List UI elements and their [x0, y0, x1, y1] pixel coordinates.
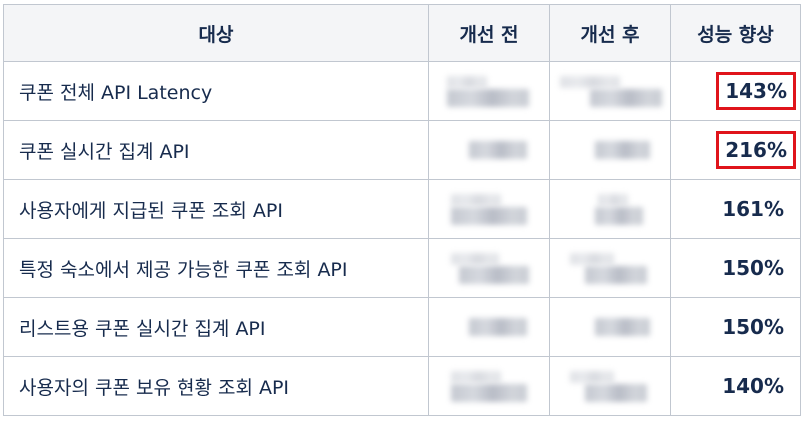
improvement-cell: 150% [670, 238, 801, 298]
header-row: 대상 개선 전 개선 후 성능 향상 [3, 4, 801, 62]
improvement-cell: 161% [670, 179, 801, 239]
table-row: 쿠폰 전체 API Latency 143% [3, 61, 801, 121]
header-target: 대상 [3, 4, 429, 62]
api-name-cell: 사용자에게 지급된 쿠폰 조회 API [3, 179, 429, 239]
improvement-cell: 216% [670, 120, 801, 180]
after-value-redacted [549, 61, 671, 121]
header-improvement: 성능 향상 [670, 4, 801, 62]
header-before: 개선 전 [428, 4, 550, 62]
after-value-redacted [549, 297, 671, 357]
before-value-redacted [428, 179, 550, 239]
before-value-redacted [428, 238, 550, 298]
after-value-redacted [549, 179, 671, 239]
after-value-redacted [549, 120, 671, 180]
improvement-cell: 150% [670, 297, 801, 357]
highlighted-improvement: 143% [716, 72, 796, 110]
table-row: 사용자의 쿠폰 보유 현황 조회 API 140% [3, 356, 801, 416]
after-value-redacted [549, 356, 671, 416]
before-value-redacted [428, 120, 550, 180]
table-row: 쿠폰 실시간 집계 API 216% [3, 120, 801, 180]
before-value-redacted [428, 61, 550, 121]
before-value-redacted [428, 297, 550, 357]
table-row: 특정 숙소에서 제공 가능한 쿠폰 조회 API 150% [3, 238, 801, 298]
improvement-cell: 143% [670, 61, 801, 121]
before-value-redacted [428, 356, 550, 416]
api-name-cell: 쿠폰 전체 API Latency [3, 61, 429, 121]
header-after: 개선 후 [549, 4, 671, 62]
table-row: 사용자에게 지급된 쿠폰 조회 API 161% [3, 179, 801, 239]
improvement-cell: 140% [670, 356, 801, 416]
table-row: 리스트용 쿠폰 실시간 집계 API 150% [3, 297, 801, 357]
api-name-cell: 사용자의 쿠폰 보유 현황 조회 API [3, 356, 429, 416]
after-value-redacted [549, 238, 671, 298]
api-name-cell: 쿠폰 실시간 집계 API [3, 120, 429, 180]
api-name-cell: 특정 숙소에서 제공 가능한 쿠폰 조회 API [3, 238, 429, 298]
highlighted-improvement: 216% [716, 131, 796, 169]
performance-table: 대상 개선 전 개선 후 성능 향상 쿠폰 전체 API Latency 143… [3, 4, 801, 416]
api-name-cell: 리스트용 쿠폰 실시간 집계 API [3, 297, 429, 357]
